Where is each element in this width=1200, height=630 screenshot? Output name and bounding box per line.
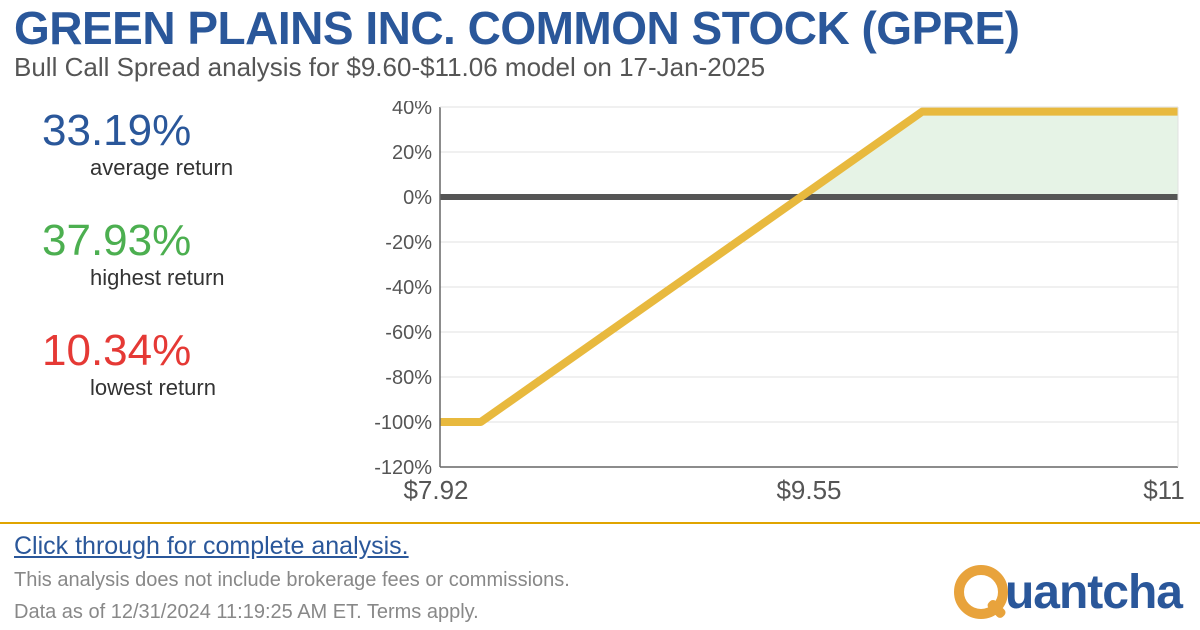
payoff-chart: 40%20%0%-20%-40%-60%-80%-100%-120%$7.92$… xyxy=(360,101,1186,511)
stats-panel: 33.19% average return 37.93% highest ret… xyxy=(14,101,314,511)
stat-highest-label: highest return xyxy=(42,265,314,291)
logo-text: uantcha xyxy=(1005,565,1182,620)
svg-text:-60%: -60% xyxy=(385,322,432,344)
stat-highest-value: 37.93% xyxy=(42,219,314,263)
cta-link[interactable]: Click through for complete analysis. xyxy=(14,532,409,560)
svg-text:$7.92: $7.92 xyxy=(403,475,468,505)
svg-text:40%: 40% xyxy=(392,101,432,119)
svg-text:-20%: -20% xyxy=(385,232,432,254)
stat-average: 33.19% average return xyxy=(42,109,314,181)
svg-text:-100%: -100% xyxy=(374,412,432,434)
header: GREEN PLAINS INC. COMMON STOCK (GPRE) Bu… xyxy=(0,0,1200,83)
brand-logo: uantcha xyxy=(951,562,1182,622)
page-title: GREEN PLAINS INC. COMMON STOCK (GPRE) xyxy=(14,4,1186,52)
stat-highest: 37.93% highest return xyxy=(42,219,314,291)
svg-text:$9.55: $9.55 xyxy=(776,475,841,505)
stat-lowest-label: lowest return xyxy=(42,375,314,401)
main-content: 33.19% average return 37.93% highest ret… xyxy=(0,83,1200,511)
svg-text:-40%: -40% xyxy=(385,277,432,299)
svg-text:$11.18: $11.18 xyxy=(1143,475,1186,505)
stat-lowest-value: 10.34% xyxy=(42,329,314,373)
logo-q-icon xyxy=(951,562,1011,622)
stat-average-label: average return xyxy=(42,155,314,181)
page-subtitle: Bull Call Spread analysis for $9.60-$11.… xyxy=(14,52,1186,83)
footer: Click through for complete analysis. Thi… xyxy=(0,522,1200,630)
svg-text:20%: 20% xyxy=(392,142,432,164)
chart-container: 40%20%0%-20%-40%-60%-80%-100%-120%$7.92$… xyxy=(314,101,1186,511)
stat-average-value: 33.19% xyxy=(42,109,314,153)
svg-text:-80%: -80% xyxy=(385,367,432,389)
svg-text:0%: 0% xyxy=(403,187,432,209)
stat-lowest: 10.34% lowest return xyxy=(42,329,314,401)
